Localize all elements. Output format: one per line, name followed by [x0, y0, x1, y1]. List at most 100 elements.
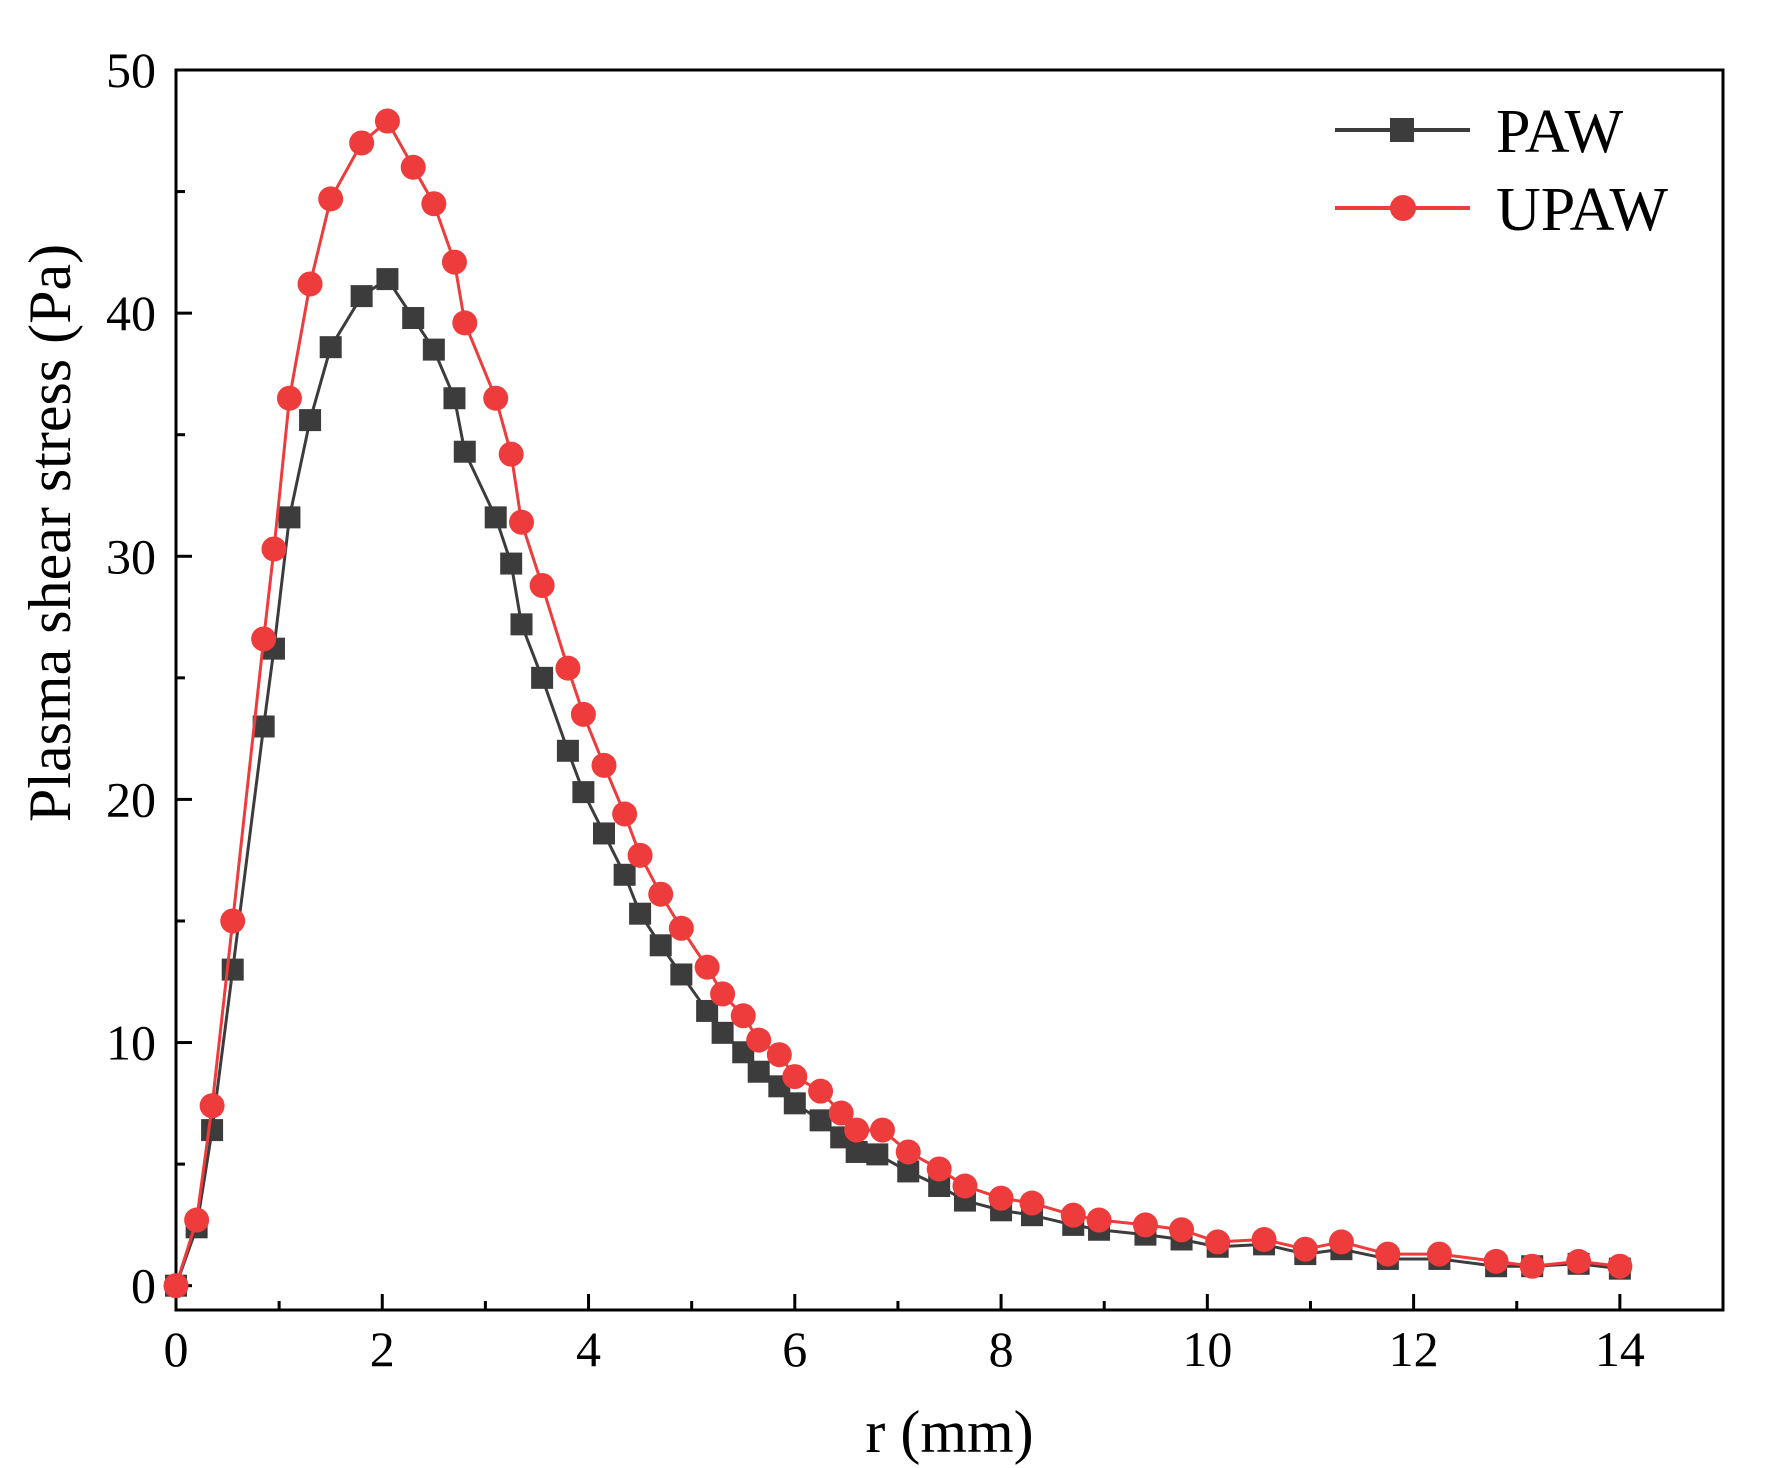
series-upaw: [163, 108, 1633, 1299]
data-point-upaw: [1132, 1212, 1158, 1238]
data-point-upaw: [1375, 1241, 1401, 1267]
x-tick-label: 2: [370, 1321, 395, 1377]
data-point-upaw: [1251, 1226, 1277, 1252]
data-point-upaw: [1169, 1217, 1195, 1243]
data-point-upaw: [297, 271, 323, 297]
data-point-upaw: [828, 1100, 854, 1126]
x-tick-label: 12: [1389, 1321, 1439, 1377]
data-point-paw: [809, 1109, 832, 1132]
x-tick-label: 6: [782, 1321, 807, 1377]
data-point-upaw: [1205, 1229, 1231, 1255]
data-point-upaw: [1019, 1190, 1045, 1216]
x-tick-label: 14: [1595, 1321, 1645, 1377]
data-point-upaw: [844, 1117, 870, 1143]
data-point-upaw: [668, 915, 694, 941]
data-point-upaw: [766, 1042, 792, 1068]
y-tick-label: 50: [106, 42, 156, 98]
data-point-upaw: [508, 509, 534, 535]
data-point-upaw: [1519, 1253, 1545, 1279]
data-point-paw: [510, 613, 533, 636]
data-point-upaw: [1426, 1241, 1452, 1267]
data-point-upaw: [895, 1139, 921, 1165]
data-point-upaw: [184, 1207, 210, 1233]
data-point-upaw: [441, 249, 467, 275]
data-point-upaw: [276, 385, 302, 411]
data-point-paw: [422, 338, 445, 361]
data-point-paw: [319, 336, 342, 359]
data-point-upaw: [261, 536, 287, 562]
data-point-paw: [711, 1021, 734, 1044]
data-point-upaw: [251, 626, 277, 652]
data-point-paw: [928, 1175, 951, 1197]
series-line-paw: [174, 277, 1621, 1287]
y-tick-label: 10: [106, 1015, 156, 1071]
data-point-upaw: [452, 310, 478, 336]
data-point-upaw: [808, 1078, 834, 1104]
data-point-upaw: [1566, 1248, 1592, 1274]
data-point-upaw: [1060, 1202, 1086, 1228]
data-point-upaw: [988, 1185, 1014, 1211]
x-axis-ticks: [174, 1294, 1725, 1310]
data-point-paw: [670, 963, 693, 986]
x-tick-label: 0: [164, 1321, 189, 1377]
data-point-paw: [572, 781, 595, 804]
x-axis-tick-labels: 0 2 4 6 8 10 12 14: [164, 1321, 1645, 1377]
data-point-upaw: [199, 1093, 225, 1119]
data-point-upaw: [627, 842, 653, 868]
data-point-paw: [484, 506, 507, 529]
data-point-upaw: [1328, 1229, 1354, 1255]
data-point-upaw: [648, 881, 674, 907]
data-point-upaw: [1607, 1253, 1633, 1279]
data-point-paw: [453, 440, 476, 463]
y-axis-ticks: [176, 68, 192, 1288]
legend-label-paw: PAW: [1496, 98, 1624, 166]
data-point-upaw: [730, 1003, 756, 1029]
x-tick-label: 10: [1182, 1321, 1232, 1377]
data-point-paw: [556, 739, 579, 762]
data-point-upaw: [612, 801, 638, 827]
data-point-paw: [443, 387, 466, 410]
data-point-upaw: [591, 752, 617, 778]
data-point-paw: [201, 1119, 224, 1142]
data-point-paw: [350, 285, 373, 308]
data-point-upaw: [555, 655, 581, 681]
data-point-upaw: [1086, 1207, 1112, 1233]
data-point-paw: [629, 902, 652, 925]
data-point-paw: [252, 715, 275, 738]
data-point-upaw: [349, 130, 375, 156]
x-tick-label: 8: [989, 1321, 1014, 1377]
data-point-upaw: [570, 701, 596, 727]
y-tick-label: 30: [106, 528, 156, 584]
data-point-upaw: [710, 981, 736, 1007]
legend-marker-paw: [1390, 118, 1414, 142]
y-tick-label: 40: [106, 285, 156, 341]
x-axis-label: r (mm): [865, 1399, 1033, 1465]
data-point-upaw: [746, 1027, 772, 1053]
data-point-paw: [500, 552, 523, 575]
legend: PAW UPAW: [1335, 98, 1668, 244]
data-point-upaw: [163, 1273, 189, 1299]
data-point-upaw: [318, 186, 344, 212]
y-tick-label: 0: [131, 1258, 156, 1314]
data-point-upaw: [1292, 1236, 1318, 1262]
legend-label-upaw: UPAW: [1496, 176, 1668, 244]
data-point-upaw: [869, 1117, 895, 1143]
data-point-upaw: [374, 108, 400, 134]
series-layer: [163, 108, 1633, 1299]
data-point-paw: [613, 863, 636, 886]
data-point-paw: [696, 999, 719, 1022]
data-point-paw: [783, 1092, 806, 1115]
data-point-upaw: [926, 1156, 952, 1182]
data-point-upaw: [400, 154, 426, 180]
data-point-upaw: [483, 385, 509, 411]
data-point-paw: [299, 409, 322, 432]
data-point-upaw: [498, 441, 524, 467]
series-line-upaw: [174, 119, 1621, 1287]
legend-entry-paw: PAW: [1335, 98, 1624, 166]
data-point-paw: [402, 307, 425, 329]
data-point-paw: [649, 934, 672, 957]
legend-entry-upaw: UPAW: [1335, 176, 1668, 244]
data-point-paw: [376, 268, 399, 291]
legend-marker-upaw: [1390, 195, 1416, 221]
